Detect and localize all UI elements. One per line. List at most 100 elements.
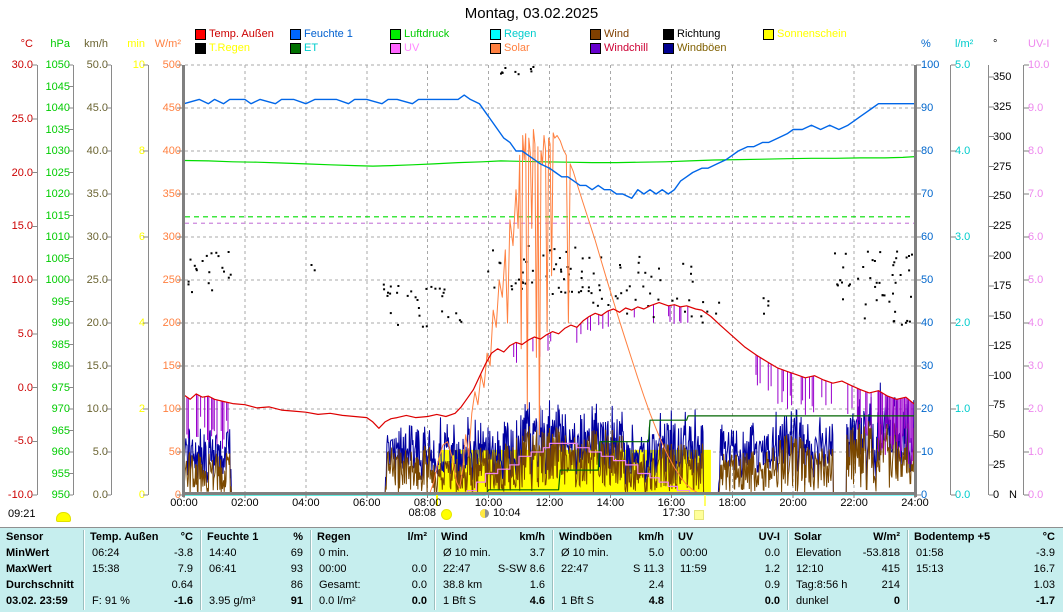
table-cell-label: 00:00 xyxy=(319,563,347,575)
wind-direction-dot xyxy=(600,256,603,259)
tick-wm2 xyxy=(177,408,182,410)
axis-line-uvi xyxy=(1023,65,1024,495)
wind-direction-dot xyxy=(910,295,912,298)
table-cell-value: 0.0 xyxy=(411,595,427,607)
table-separator xyxy=(671,530,672,610)
wind-direction-dot xyxy=(421,325,424,328)
axis-tick-label: 10.0 xyxy=(11,274,33,286)
moon-time: 10:04 xyxy=(493,507,521,519)
table-separator xyxy=(310,530,311,610)
tick-deg xyxy=(989,494,994,496)
time-label-22:00: 22:00 xyxy=(840,497,868,509)
wind-direction-dot xyxy=(891,274,894,276)
wind-direction-dot xyxy=(553,268,556,271)
wind-direction-dot xyxy=(878,281,881,284)
tick-lm2 xyxy=(951,236,956,238)
wind-direction-dot xyxy=(458,319,461,322)
table-cell-value: 1.2 xyxy=(764,563,780,575)
legend-swatch-Windchill xyxy=(590,43,601,54)
wind-direction-dot xyxy=(425,287,428,290)
legend-label-UV: UV xyxy=(404,42,420,54)
tick-kmh xyxy=(106,236,111,238)
time-tick xyxy=(366,495,368,498)
table-separator xyxy=(200,530,201,610)
time-label-10:00: 10:00 xyxy=(474,497,503,509)
wind-direction-dot xyxy=(763,312,765,315)
wind-direction-dot xyxy=(702,301,705,304)
tick-wm2 xyxy=(177,64,182,66)
wind-direction-dot xyxy=(616,297,619,300)
wind-direction-dot xyxy=(600,297,603,300)
table-cell-label: Ø 10 min. xyxy=(561,547,609,559)
table-cell-label: 1 Bft S xyxy=(443,595,477,607)
legend-swatch-Sonnenschein xyxy=(763,29,774,40)
table-row-label-MaxWert: MaxWert xyxy=(6,563,52,575)
table-cell-value: 2.4 xyxy=(648,579,664,591)
wind-direction-dot xyxy=(580,277,583,279)
table-row-label-03.02. 23:59: 03.02. 23:59 xyxy=(6,595,68,607)
tick-pct xyxy=(916,193,921,195)
tick-deg xyxy=(989,136,994,138)
tick-uvi xyxy=(1024,193,1029,195)
wind-direction-dot xyxy=(590,292,593,295)
table-cell-label: 00:00 xyxy=(680,547,708,559)
table-cell-label: 15:13 xyxy=(916,563,944,575)
axis-header-deg: ° xyxy=(993,38,998,50)
statistics-table: Sensor MinWert MaxWert Durchschnitt 03.02. 2… xyxy=(0,527,1063,612)
tick-uvi xyxy=(1024,236,1029,238)
tick-uvi xyxy=(1024,279,1029,281)
table-separator xyxy=(552,530,553,610)
axis-header-hPa: hPa xyxy=(50,38,70,50)
wind-direction-dot xyxy=(895,257,898,260)
wind-direction-dot xyxy=(892,292,894,295)
wind-direction-dot xyxy=(447,316,450,319)
wind-direction-dot xyxy=(857,277,860,280)
wind-direction-dot xyxy=(492,249,494,252)
tick-kmh xyxy=(106,451,111,453)
table-cell-value: 3.7 xyxy=(529,547,545,559)
tick-lm2 xyxy=(951,322,956,324)
table-cell-value: 0.0 xyxy=(764,595,780,607)
wind-direction-dot xyxy=(644,271,647,274)
tick-deg xyxy=(989,315,994,317)
axis-tick-label: 175 xyxy=(993,279,1012,292)
wind-direction-dot xyxy=(201,260,204,262)
axis-tick-label: 1020 xyxy=(45,188,70,200)
time-tick xyxy=(670,495,672,498)
wind-direction-dot xyxy=(195,269,198,272)
table-cell-value: -3.8 xyxy=(174,547,193,559)
tick-hPa xyxy=(68,451,73,453)
tick-wm2 xyxy=(177,322,182,324)
wind-direction-dot xyxy=(866,250,869,253)
table-separator xyxy=(83,530,84,610)
wind-direction-dot xyxy=(227,251,230,253)
wind-direction-dot xyxy=(518,278,520,281)
table-cell-value: 69 xyxy=(290,547,303,559)
wind-direction-dot xyxy=(387,291,389,294)
tick-lm2 xyxy=(951,150,956,152)
wind-direction-dot xyxy=(658,267,660,270)
table-cell-label: 1 Bft S xyxy=(561,595,595,607)
table-col-header-UV: UV xyxy=(678,531,694,543)
table-separator xyxy=(434,530,435,610)
tick-hPa xyxy=(68,172,73,173)
tick-wm2 xyxy=(177,236,182,238)
table-cell-label: 06:24 xyxy=(92,547,120,559)
axis-tick-label: 9.0 xyxy=(1028,102,1044,114)
tick-uvi xyxy=(1024,365,1029,367)
tick-deg xyxy=(989,255,994,257)
wind-direction-dot xyxy=(874,285,877,288)
wind-direction-dot xyxy=(875,299,878,302)
legend-swatch-ET xyxy=(290,43,301,54)
axis-tick-label: 1.0 xyxy=(1028,446,1044,458)
wind-direction-dot xyxy=(211,289,214,292)
tick-pct xyxy=(916,107,921,109)
wind-direction-dot xyxy=(555,263,558,266)
axis-header-pct: % xyxy=(921,38,931,50)
table-cell-label: Ø 10 min. xyxy=(443,547,491,559)
tick-min xyxy=(143,408,148,410)
wind-direction-dot xyxy=(592,272,595,275)
table-row-label-MinWert: MinWert xyxy=(6,547,50,559)
tick-hPa xyxy=(68,473,73,474)
